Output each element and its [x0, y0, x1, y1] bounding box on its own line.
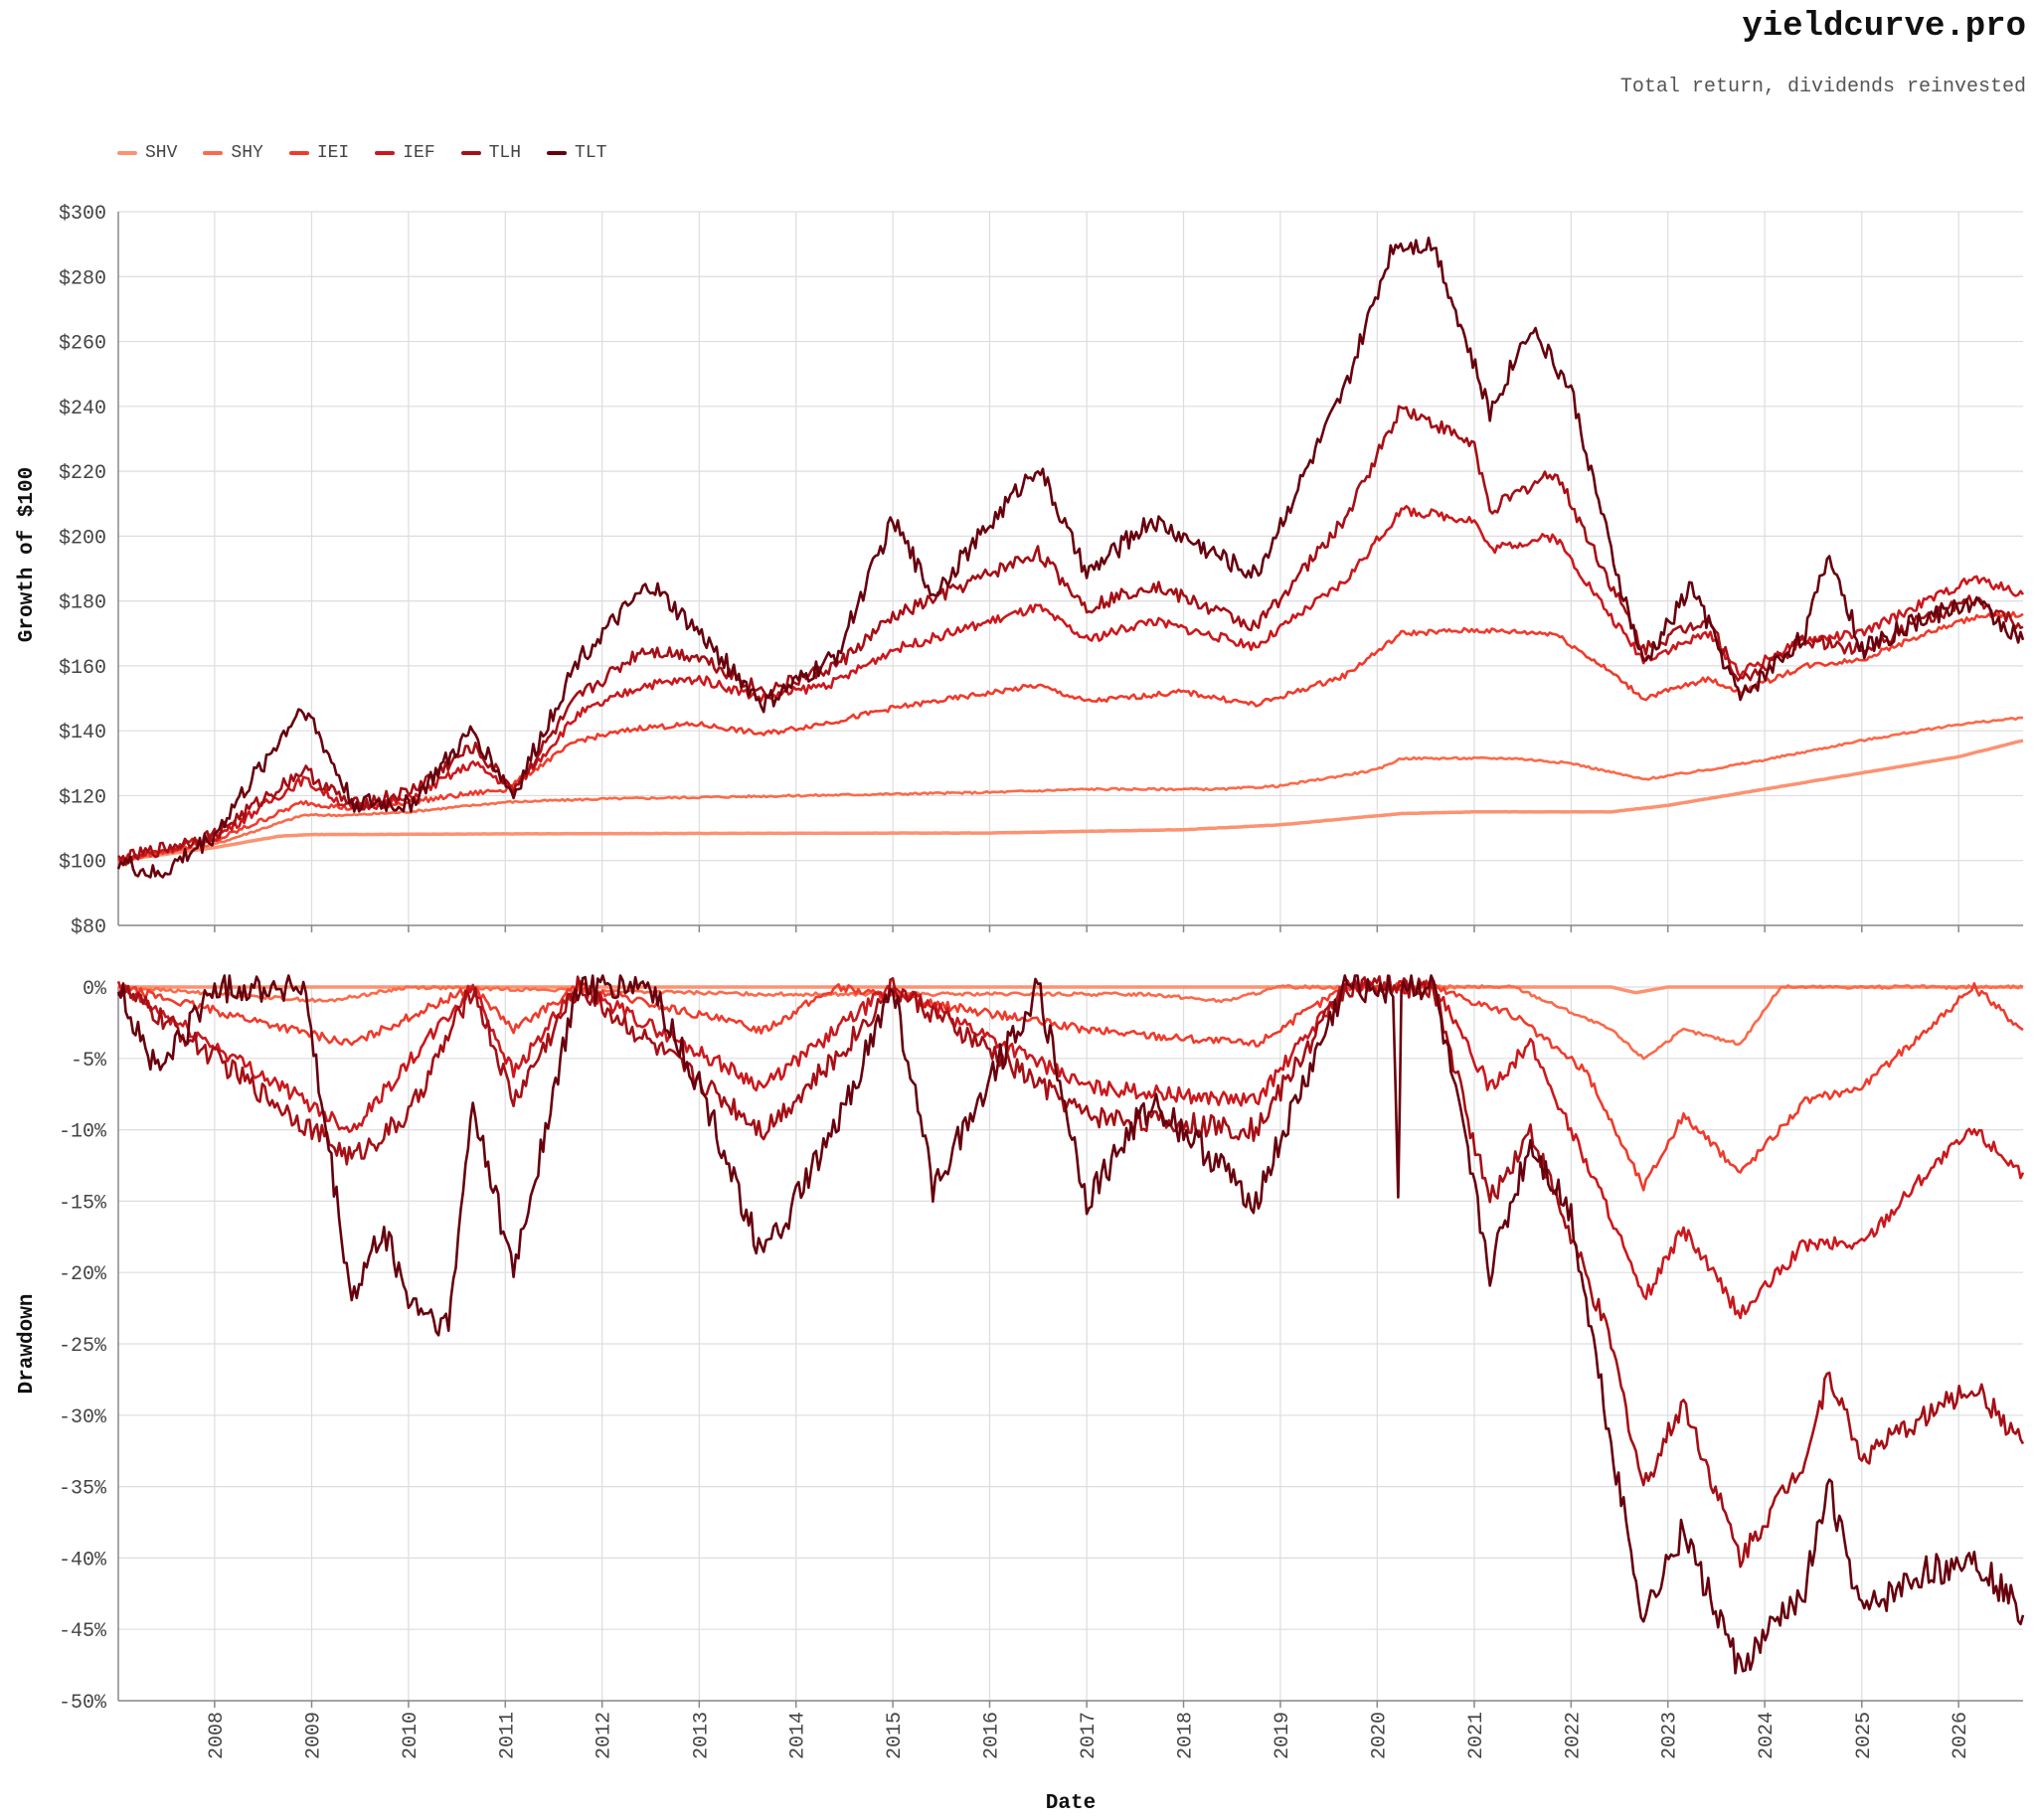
series-line-tlh[interactable] [116, 974, 2025, 1569]
y-tick-label: $80 [71, 916, 106, 939]
legend-swatch [460, 151, 481, 155]
legend-label: SHV [145, 143, 178, 163]
legend-item-tlt[interactable]: TLT [547, 143, 606, 163]
legend-label: IEF [403, 143, 435, 163]
x-tick-label: 2009 [303, 1712, 326, 1759]
y-tick-label: $140 [59, 722, 106, 745]
legend-item-ief[interactable]: IEF [375, 143, 435, 163]
series-line-tlt[interactable] [116, 974, 2025, 1675]
legend-label: IEI [316, 143, 350, 163]
legend: SHV SHY IEI IEF TLH TLT [117, 143, 606, 163]
x-tick-label: 2017 [1078, 1712, 1101, 1759]
y-tick-label: -35% [59, 1478, 107, 1501]
x-tick-label: 2023 [1659, 1712, 1682, 1759]
series-line-iei[interactable] [117, 981, 2024, 1192]
legend-item-shy[interactable]: SHY [203, 143, 263, 163]
x-tick-label: 2025 [1853, 1712, 1876, 1759]
legend-item-tlh[interactable]: TLH [460, 143, 522, 163]
y-tick-label: -50% [59, 1692, 107, 1715]
series-line-shy[interactable] [117, 984, 2024, 1061]
x-tick-label: 2016 [980, 1712, 1003, 1759]
y-tick-label: -30% [59, 1406, 107, 1429]
y-tick-label: 0% [83, 978, 107, 1001]
y-tick-label: $160 [59, 657, 106, 680]
chart-subtitle: Total return, dividends reinvested [1619, 76, 2026, 98]
y-tick-label: $240 [59, 398, 106, 420]
legend-swatch [547, 151, 568, 155]
legend-swatch [288, 151, 309, 155]
growth-panel: $80 $100 $120 $140 $160 $180 $200 $220 $240 $260 $… [59, 203, 2025, 939]
legend-label: TLT [575, 143, 607, 163]
x-tick-label: 2020 [1368, 1712, 1391, 1759]
legend-swatch [375, 151, 396, 155]
y-tick-label: $220 [59, 462, 106, 485]
series-line-ief[interactable] [117, 505, 2025, 865]
series-line-iei[interactable] [117, 610, 2024, 863]
legend-label: SHY [231, 143, 263, 163]
y-tick-label: -15% [59, 1192, 107, 1215]
growth-axis-title: Growth of $100 [16, 467, 39, 642]
y-tick-label: -10% [59, 1121, 107, 1144]
x-tick-label: 2021 [1465, 1712, 1488, 1759]
series-line-shv[interactable] [117, 739, 2024, 863]
x-tick-label: 2022 [1562, 1712, 1585, 1759]
legend-swatch [117, 151, 137, 155]
date-axis-title: Date [1046, 1792, 1096, 1815]
x-tick-label: 2012 [594, 1712, 616, 1759]
y-tick-label: $260 [59, 333, 106, 356]
x-tick-label: 2018 [1175, 1712, 1198, 1759]
y-tick-label: $280 [59, 267, 106, 290]
x-tick-label: 2026 [1950, 1712, 1972, 1759]
y-tick-label: -45% [59, 1620, 107, 1643]
y-tick-label: -40% [59, 1549, 107, 1572]
legend-swatch [203, 151, 224, 155]
x-tick-label: 2008 [206, 1712, 229, 1759]
x-tick-label: 2010 [400, 1712, 423, 1759]
series-line-ief[interactable] [116, 978, 2025, 1320]
series-line-tlt[interactable] [116, 237, 2025, 879]
series-line-shy[interactable] [117, 716, 2023, 863]
y-tick-label: -5% [71, 1050, 107, 1073]
y-tick-label: $180 [59, 592, 106, 615]
legend-item-shv[interactable]: SHV [117, 143, 177, 163]
y-tick-label: $120 [59, 786, 106, 809]
y-tick-label: $300 [59, 203, 106, 226]
drawdown-axis-title: Drawdown [16, 1294, 39, 1395]
x-tick-label: 2015 [884, 1712, 907, 1759]
y-tick-label: -25% [59, 1335, 107, 1358]
x-tick-label: 2019 [1272, 1712, 1294, 1759]
x-tick-label: 2014 [787, 1712, 810, 1759]
x-tick-label: 2013 [690, 1712, 713, 1759]
legend-item-iei[interactable]: IEI [288, 143, 350, 163]
y-tick-label: -20% [59, 1263, 107, 1286]
drawdown-panel: -50% -45% -40% -35% -30% -25% -20% -15% -10% -5% 0… [59, 974, 2025, 1759]
x-tick-label: 2011 [496, 1712, 519, 1759]
y-tick-label: $200 [59, 527, 106, 550]
legend-label: TLH [488, 143, 522, 163]
brand-title: yieldcurve.pro [1742, 8, 2026, 46]
y-tick-label: $100 [59, 852, 106, 875]
x-tick-label: 2024 [1756, 1712, 1779, 1759]
